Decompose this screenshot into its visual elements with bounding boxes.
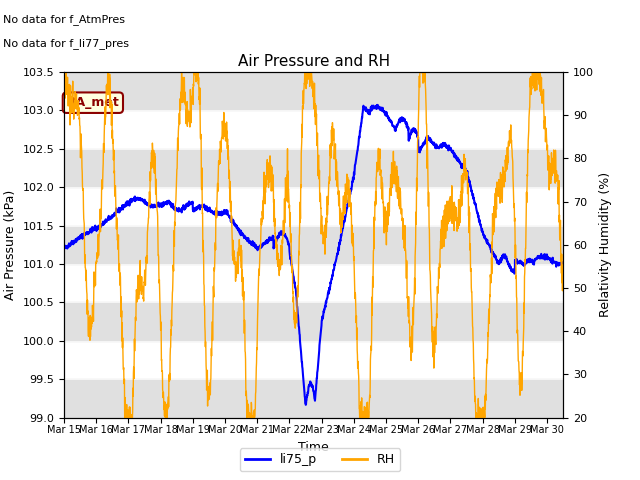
Bar xyxy=(64,72,563,110)
X-axis label: Time: Time xyxy=(298,441,329,454)
Bar xyxy=(64,226,563,264)
Y-axis label: Relativity Humidity (%): Relativity Humidity (%) xyxy=(600,172,612,317)
Text: No data for f_AtmPres: No data for f_AtmPres xyxy=(3,14,125,25)
Text: No data for f_li77_pres: No data for f_li77_pres xyxy=(3,38,129,49)
Title: Air Pressure and RH: Air Pressure and RH xyxy=(237,54,390,70)
Bar xyxy=(64,302,563,341)
Text: BA_met: BA_met xyxy=(67,96,119,109)
Y-axis label: Air Pressure (kPa): Air Pressure (kPa) xyxy=(4,190,17,300)
Bar xyxy=(64,149,563,187)
Legend: li75_p, RH: li75_p, RH xyxy=(240,448,400,471)
Bar xyxy=(64,379,563,418)
